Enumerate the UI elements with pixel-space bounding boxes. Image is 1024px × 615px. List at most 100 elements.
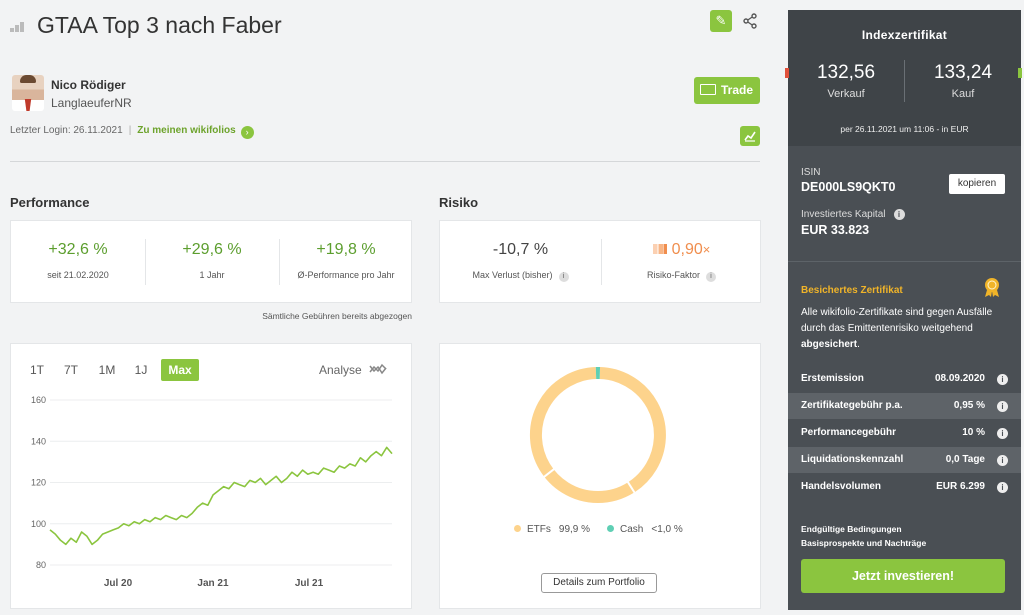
- max-loss-label: Max Verlust (bisher): [472, 270, 553, 280]
- row-value: 08.09.2020: [934, 373, 985, 384]
- user-handle[interactable]: LanglaeuferNR: [51, 96, 132, 110]
- risk-factor-label: Risiko-Faktor: [646, 270, 700, 280]
- info-icon[interactable]: i: [997, 401, 1008, 412]
- kpi-value: +29,6 %: [182, 241, 242, 258]
- info-icon[interactable]: i: [997, 482, 1008, 493]
- detail-row-performance-fee: Performancegebühr 10 % i: [788, 420, 1021, 446]
- kpi-value: +19,8 %: [316, 241, 376, 258]
- row-value: 0,95 %: [953, 400, 985, 411]
- title-row: GTAA Top 3 nach Faber ✎: [10, 10, 770, 44]
- bar-chart-icon: [10, 20, 28, 32]
- row-value: 0,0 Tage: [945, 454, 985, 465]
- y-tick-label: 80: [36, 560, 46, 570]
- series-line: [49, 446, 393, 546]
- secured-title: Besichertes Zertifikat: [801, 285, 903, 296]
- kpi-max-loss: -10,7 % Max Verlust (bisher) i: [440, 221, 601, 303]
- my-wikifolios-link[interactable]: Zu meinen wikifolios: [137, 125, 236, 136]
- page-title: GTAA Top 3 nach Faber: [37, 12, 282, 38]
- buy-label: Kauf: [951, 88, 975, 100]
- risk-factor-value: 0,90: [671, 241, 703, 258]
- price-timestamp: per 26.11.2021 um 11:06 - in EUR: [840, 124, 969, 134]
- certificate-title: Indexzertifikat: [861, 28, 948, 42]
- x-tick-label: Jul 20: [104, 578, 133, 589]
- share-button[interactable]: [743, 10, 759, 32]
- legend-value: 99,9 %: [558, 524, 591, 535]
- y-tick-label: 100: [31, 519, 46, 529]
- divider: [788, 261, 1021, 262]
- performance-line-chart[interactable]: 80 100 120 140 160 Jul 20 Jan 21 Jul 21: [10, 390, 412, 590]
- buy-value: 133,24: [933, 62, 993, 83]
- kpi-label: seit 21.02.2020: [47, 270, 109, 280]
- secured-body: Alle wikifolio-Zertifikate sind gegen Au…: [801, 307, 993, 334]
- user-name[interactable]: Nico Rödiger: [51, 78, 126, 92]
- x-tick-label: Jul 21: [295, 578, 324, 589]
- legend-cash: Cash <1,0 %: [607, 524, 683, 535]
- risk-heading: Risiko: [439, 195, 479, 210]
- invest-now-button[interactable]: Jetzt investieren!: [801, 559, 1005, 593]
- portfolio-details-button[interactable]: Details zum Portfolio: [541, 573, 657, 593]
- allocation-donut-chart[interactable]: [523, 360, 673, 510]
- chart-toggle-button[interactable]: [740, 126, 760, 146]
- risk-level-icon: [652, 244, 667, 254]
- buy-price: 133,24 Kauf: [905, 62, 1021, 100]
- kpi-avg-per-year: +19,8 % Ø-Performance pro Jahr: [279, 221, 413, 303]
- prospectus-link[interactable]: Basisprospekte und Nachträge: [801, 538, 927, 548]
- avatar[interactable]: [12, 75, 44, 111]
- capital-label: Investiertes Kapital: [801, 209, 886, 220]
- copy-isin-button[interactable]: kopieren: [949, 174, 1005, 194]
- timeframe-7t[interactable]: 7T: [63, 363, 78, 377]
- share-icon: [743, 13, 757, 29]
- legend-value: <1,0 %: [651, 524, 683, 535]
- slice-gap: [542, 467, 556, 479]
- analyse-button[interactable]: Analyse: [319, 362, 387, 377]
- cash-dot: [607, 525, 614, 532]
- pencil-icon: ✎: [715, 13, 727, 28]
- risk-card: -10,7 % Max Verlust (bisher) i 0,90× Risi…: [439, 220, 761, 303]
- info-icon[interactable]: i: [893, 209, 905, 220]
- sell-label: Verkauf: [827, 88, 865, 100]
- arrow-right-icon[interactable]: ›: [240, 126, 254, 139]
- separator: [145, 239, 146, 285]
- kpi-label: Ø-Performance pro Jahr: [297, 270, 395, 280]
- trade-label: Trade: [721, 83, 754, 97]
- sell-price: 132,56 Verkauf: [788, 62, 904, 100]
- trade-button[interactable]: Trade: [694, 77, 760, 104]
- etf-dot: [514, 525, 521, 532]
- divider: [10, 161, 760, 162]
- allocation-card: [439, 343, 761, 609]
- kpi-one-year: +29,6 % 1 Jahr: [145, 221, 279, 303]
- pie-slice-etfs[interactable]: [529, 367, 666, 503]
- kpi-value: -10,7 %: [492, 241, 549, 258]
- timeframe-1j[interactable]: 1J: [134, 363, 148, 377]
- buy-marker: [1018, 68, 1022, 78]
- isin-label: ISIN: [801, 167, 821, 178]
- separator: [279, 239, 280, 285]
- secured-bold: abgesichert: [801, 339, 858, 350]
- secured-end: .: [857, 339, 860, 350]
- timeframe-max[interactable]: Max: [161, 359, 199, 381]
- separator: [601, 239, 602, 285]
- final-terms-link[interactable]: Endgültige Bedingungen: [801, 524, 902, 534]
- timeframe-1t[interactable]: 1T: [29, 363, 44, 377]
- y-tick-label: 120: [31, 478, 46, 488]
- detail-row-trading-volume: Handelsvolumen EUR 6.299 i: [788, 474, 1021, 500]
- kpi-value: +32,6 %: [48, 241, 108, 258]
- info-icon[interactable]: i: [997, 428, 1008, 439]
- seal-icon: [985, 278, 999, 297]
- timeframe-1m[interactable]: 1M: [98, 363, 116, 377]
- info-icon[interactable]: i: [997, 455, 1008, 466]
- row-label: Handelsvolumen: [801, 481, 882, 492]
- capital-label-row: Investiertes Kapital i: [801, 209, 905, 220]
- kpi-value: 0,90×: [601, 241, 762, 259]
- info-icon[interactable]: i: [997, 374, 1008, 385]
- fees-note: Sämtliche Gebühren bereits abgezogen: [262, 311, 412, 321]
- edit-button[interactable]: ✎: [710, 10, 732, 32]
- detail-row-first-issue: Erstemission 08.09.2020 i: [788, 366, 1021, 392]
- sell-marker: [785, 68, 789, 78]
- certificate-header: Indexzertifikat 132,56 Verkauf 133,24 Ka…: [785, 10, 1022, 146]
- slice-gap: [626, 480, 636, 494]
- info-icon[interactable]: i: [706, 272, 716, 282]
- y-tick-label: 140: [31, 436, 46, 446]
- analyse-icon: [369, 363, 387, 375]
- info-icon[interactable]: i: [558, 272, 569, 282]
